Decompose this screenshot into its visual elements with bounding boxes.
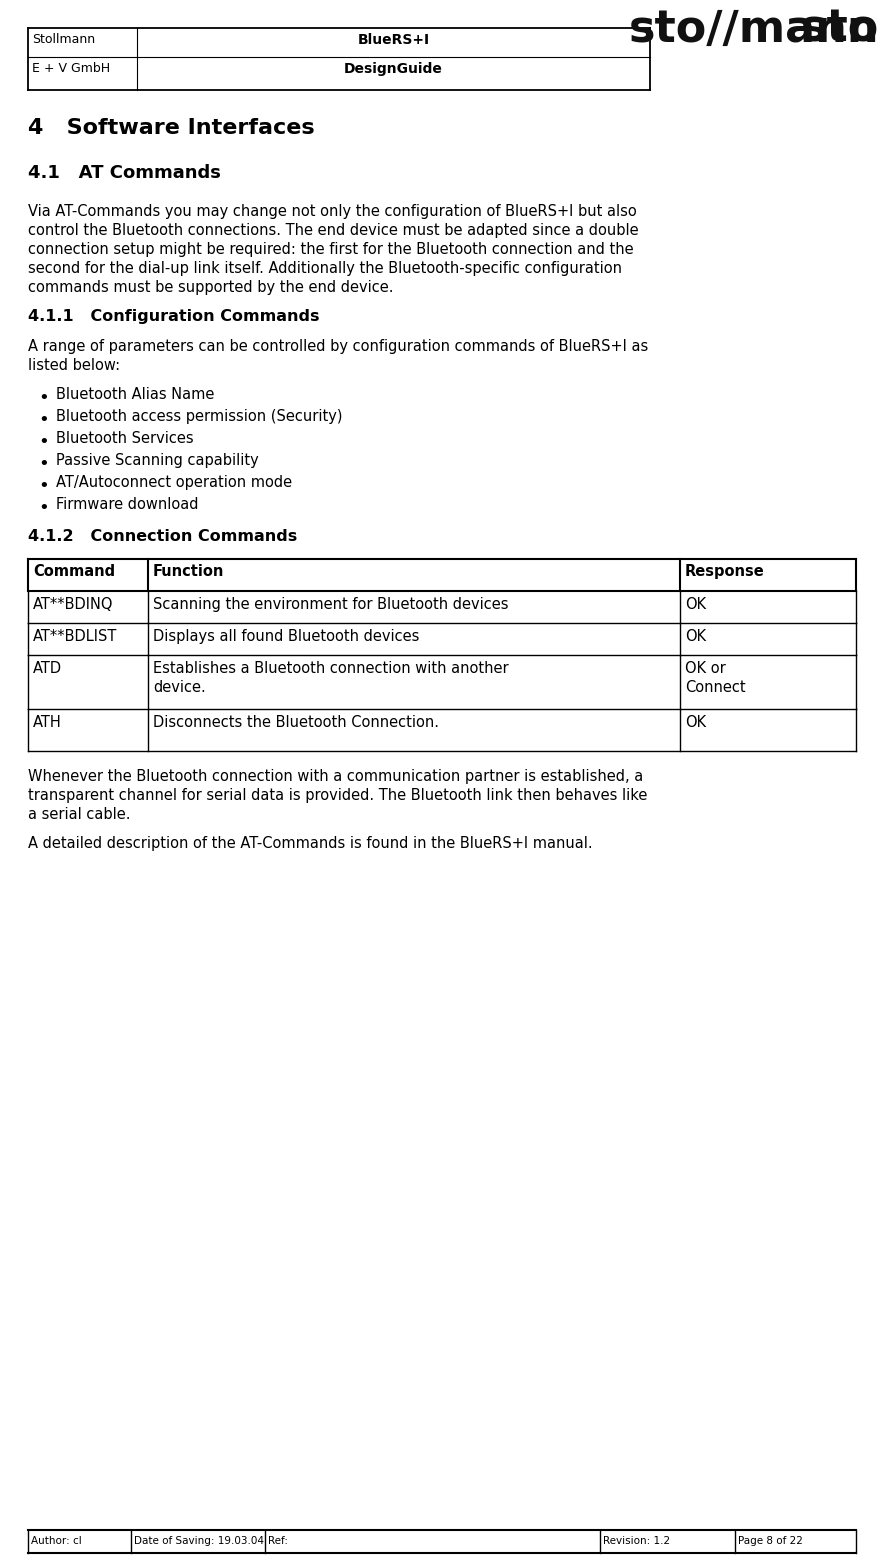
Text: Passive Scanning capability: Passive Scanning capability <box>56 452 259 468</box>
Text: sto: sto <box>801 8 879 51</box>
Text: device.: device. <box>153 680 206 696</box>
Text: commands must be supported by the end device.: commands must be supported by the end de… <box>28 279 393 295</box>
Text: Author: cl: Author: cl <box>31 1537 81 1546</box>
Text: Revision: 1.2: Revision: 1.2 <box>603 1537 670 1546</box>
Text: 4.1.2   Connection Commands: 4.1.2 Connection Commands <box>28 529 297 544</box>
Text: Firmware download: Firmware download <box>56 498 199 512</box>
Text: Function: Function <box>153 565 225 579</box>
Text: 4.1.1   Configuration Commands: 4.1.1 Configuration Commands <box>28 309 319 324</box>
Text: E + V GmbH: E + V GmbH <box>32 62 110 75</box>
Text: AT**BDLIST: AT**BDLIST <box>33 629 118 644</box>
Text: Page 8 of 22: Page 8 of 22 <box>738 1537 803 1546</box>
Text: second for the dial-up link itself. Additionally the Bluetooth-specific configur: second for the dial-up link itself. Addi… <box>28 261 622 276</box>
Text: OK: OK <box>685 629 706 644</box>
Text: sto∕∕mann: sto∕∕mann <box>629 8 879 51</box>
Text: Disconnects the Bluetooth Connection.: Disconnects the Bluetooth Connection. <box>153 714 439 730</box>
Text: OK or: OK or <box>685 661 726 675</box>
Text: •: • <box>38 434 49 451</box>
Text: a serial cable.: a serial cable. <box>28 807 131 822</box>
Text: BlueRS+I: BlueRS+I <box>357 33 430 47</box>
Text: OK: OK <box>685 714 706 730</box>
Text: Whenever the Bluetooth connection with a communication partner is established, a: Whenever the Bluetooth connection with a… <box>28 769 644 785</box>
Text: Via AT-Commands you may change not only the configuration of BlueRS+I but also: Via AT-Commands you may change not only … <box>28 204 636 218</box>
Text: Command: Command <box>33 565 115 579</box>
Text: •: • <box>38 456 49 473</box>
Text: A detailed description of the AT-Commands is found in the BlueRS+I manual.: A detailed description of the AT-Command… <box>28 836 592 852</box>
Text: A range of parameters can be controlled by configuration commands of BlueRS+I as: A range of parameters can be controlled … <box>28 339 648 354</box>
Text: Bluetooth Alias Name: Bluetooth Alias Name <box>56 387 215 402</box>
Text: listed below:: listed below: <box>28 357 120 373</box>
Text: Establishes a Bluetooth connection with another: Establishes a Bluetooth connection with … <box>153 661 508 675</box>
Text: connection setup might be required: the first for the Bluetooth connection and t: connection setup might be required: the … <box>28 242 634 257</box>
Text: OK: OK <box>685 597 706 612</box>
Text: Response: Response <box>685 565 765 579</box>
Text: DesignGuide: DesignGuide <box>344 62 443 76</box>
Text: Bluetooth Services: Bluetooth Services <box>56 431 194 446</box>
Text: transparent channel for serial data is provided. The Bluetooth link then behaves: transparent channel for serial data is p… <box>28 788 647 803</box>
Text: Stollmann: Stollmann <box>32 33 95 45</box>
Text: 4.1   AT Commands: 4.1 AT Commands <box>28 164 221 183</box>
Text: Date of Saving: 19.03.04: Date of Saving: 19.03.04 <box>134 1537 264 1546</box>
Text: •: • <box>38 477 49 495</box>
Text: 4   Software Interfaces: 4 Software Interfaces <box>28 119 315 137</box>
Text: Bluetooth access permission (Security): Bluetooth access permission (Security) <box>56 409 342 424</box>
Text: ATD: ATD <box>33 661 62 675</box>
Text: AT/Autoconnect operation mode: AT/Autoconnect operation mode <box>56 474 292 490</box>
Text: ATH: ATH <box>33 714 62 730</box>
Text: Ref:: Ref: <box>268 1537 288 1546</box>
Text: Scanning the environment for Bluetooth devices: Scanning the environment for Bluetooth d… <box>153 597 508 612</box>
Text: AT**BDINQ: AT**BDINQ <box>33 597 113 612</box>
Text: •: • <box>38 410 49 429</box>
Text: Displays all found Bluetooth devices: Displays all found Bluetooth devices <box>153 629 419 644</box>
Text: control the Bluetooth connections. The end device must be adapted since a double: control the Bluetooth connections. The e… <box>28 223 638 239</box>
Text: •: • <box>38 388 49 407</box>
Text: Connect: Connect <box>685 680 745 696</box>
Text: •: • <box>38 499 49 516</box>
